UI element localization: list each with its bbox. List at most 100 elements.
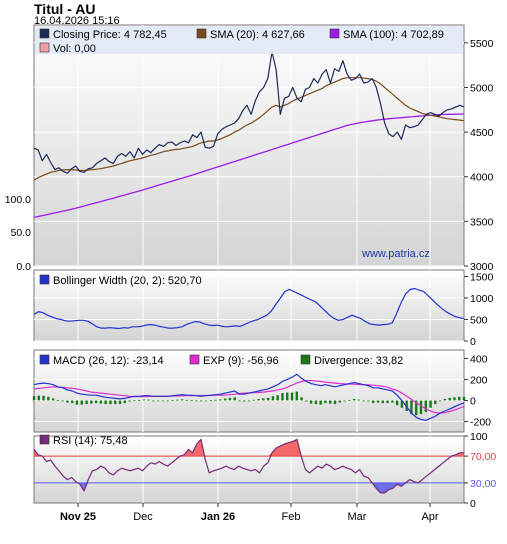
x-axis-tick-label: Nov 25: [60, 511, 96, 523]
divergence-bar: [147, 399, 150, 401]
divergence-bar: [42, 395, 45, 401]
divergence-bar: [262, 398, 265, 401]
divergence-bar: [85, 400, 88, 405]
divergence-bar: [71, 400, 74, 404]
legend-exp-swatch: [189, 354, 200, 365]
legend-sma100-swatch: [329, 28, 340, 39]
rsi-axis-tick-label: 70,00: [470, 451, 496, 463]
divergence-bar: [247, 400, 251, 402]
divergence-bar: [372, 400, 375, 404]
divergence-bar: [56, 400, 60, 402]
divergence-bar: [75, 400, 79, 405]
divergence-bar: [99, 400, 103, 404]
divergence-bar: [51, 398, 55, 401]
divergence-bar: [157, 400, 160, 402]
divergence-bar: [204, 400, 208, 402]
bollinger-axis-tick-label: 1500: [470, 271, 494, 283]
divergence-bar: [37, 395, 40, 401]
bollinger-axis-tick-label: 0: [470, 336, 476, 348]
divergence-bar: [114, 400, 117, 405]
divergence-bar: [214, 399, 217, 401]
x-axis-tick-label: Feb: [282, 511, 301, 523]
divergence-bar: [47, 396, 50, 401]
divergence-bar: [137, 400, 141, 401]
divergence-bar: [185, 399, 189, 401]
price-legend-box: [35, 26, 463, 54]
divergence-bar: [438, 400, 442, 402]
legend-sma20-label: SMA (20): 4 627,66: [210, 29, 305, 41]
macd-axis-tick-label: -200: [470, 416, 491, 428]
divergence-bar: [66, 400, 69, 403]
divergence-bar: [281, 393, 284, 401]
divergence-bar: [228, 397, 232, 401]
divergence-bar: [419, 400, 423, 415]
divergence-bar: [104, 400, 107, 405]
price-axis-tick-label: 5000: [470, 82, 494, 94]
divergence-bar: [128, 400, 131, 402]
macd-axis-tick-label: 400: [470, 353, 488, 365]
divergence-bar: [123, 400, 126, 404]
divergence-bar: [410, 400, 413, 415]
divergence-bar: [243, 400, 246, 402]
legend-macd-label: MACD (26, 12): -23,14: [53, 355, 164, 367]
divergence-bar: [209, 400, 212, 402]
rsi-axis-tick-label: 0: [470, 498, 476, 510]
divergence-bar: [305, 400, 308, 402]
divergence-bar: [238, 400, 241, 402]
closing-price-line: [33, 51, 465, 174]
divergence-bar: [333, 400, 337, 405]
chart-title: Titul - AU: [34, 1, 96, 17]
bollinger-axis-tick-label: 1000: [470, 293, 494, 305]
divergence-bar: [32, 396, 36, 401]
divergence-bar: [338, 400, 341, 403]
divergence-bar: [166, 400, 169, 402]
divergence-bar: [276, 395, 279, 401]
divergence-bar: [400, 400, 404, 408]
legend-exp-label: EXP (9): -56,96: [203, 355, 279, 367]
panel-2-background: [33, 349, 465, 433]
divergence-bar: [362, 400, 365, 402]
divergence-bar: [300, 397, 303, 401]
watermark-text: www.patria.cz: [361, 248, 430, 260]
bollinger-width-line: [33, 287, 465, 330]
rsi-line: [33, 438, 464, 494]
legend-sma100-label: SMA (100): 4 702,89: [343, 29, 444, 41]
divergence-bar: [223, 398, 227, 401]
divergence-bar: [61, 400, 64, 402]
divergence-bar: [343, 400, 346, 402]
divergence-bar: [381, 400, 384, 404]
legend-sma20-swatch: [196, 28, 207, 39]
divergence-bar: [319, 400, 322, 405]
rsi-axis-tick-label: 30,00: [470, 478, 496, 490]
divergence-bar: [443, 398, 447, 401]
macd-axis-tick-label: 0: [470, 395, 476, 407]
divergence-bar: [171, 400, 174, 401]
panel-0-background: [33, 24, 465, 267]
divergence-bar: [257, 398, 260, 401]
divergence-bar: [233, 397, 236, 401]
divergence-bar: [329, 400, 332, 404]
sma100-line: [33, 113, 465, 219]
divergence-bar: [348, 400, 351, 401]
divergence-bar: [200, 400, 203, 402]
divergence-bar: [90, 400, 93, 404]
volume-axis-tick-label: 50.0: [11, 227, 32, 239]
divergence-bar: [415, 400, 418, 416]
divergence-bar: [453, 397, 456, 401]
divergence-bar: [266, 397, 270, 401]
divergence-bar: [429, 400, 432, 408]
divergence-bar: [195, 400, 198, 402]
divergence-bar: [290, 392, 294, 401]
divergence-bar: [142, 399, 146, 401]
divergence-bar: [462, 396, 466, 401]
divergence-bar: [357, 399, 361, 401]
divergence-bar: [80, 400, 83, 405]
timestamp: 16.04.2026 15:16: [34, 15, 120, 27]
divergence-bar: [386, 400, 389, 404]
x-axis-tick-label: Jan 26: [201, 511, 235, 523]
divergence-bar: [118, 400, 122, 405]
divergence-bar: [395, 400, 399, 406]
divergence-bar: [252, 399, 255, 401]
macd-axis-tick-label: 200: [470, 374, 488, 386]
legend-divergence-swatch: [300, 354, 311, 365]
